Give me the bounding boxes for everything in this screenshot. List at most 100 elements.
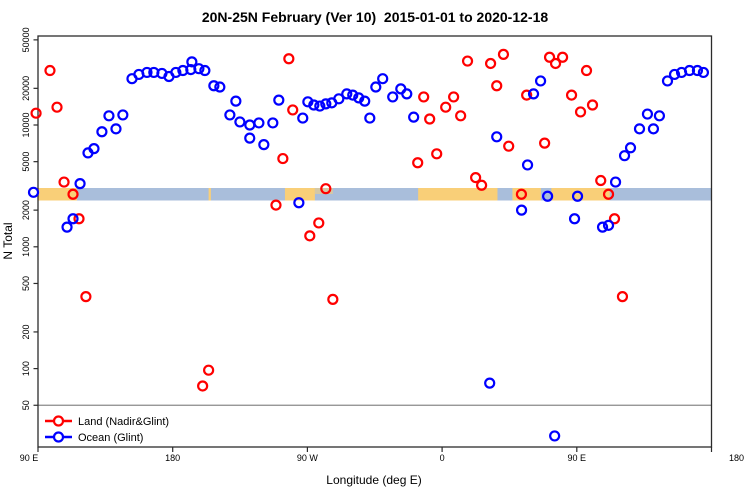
data-point-land bbox=[320, 183, 332, 195]
data-point-ocean bbox=[347, 89, 359, 101]
data-point-ocean bbox=[258, 139, 270, 151]
data-point-land bbox=[586, 99, 599, 111]
y-tick-label: 100 bbox=[21, 361, 31, 376]
data-point-land bbox=[58, 176, 70, 188]
data-point-ocean bbox=[341, 88, 353, 100]
data-point-land bbox=[543, 51, 556, 63]
data-point-ocean bbox=[624, 142, 637, 154]
data-point-land bbox=[565, 89, 578, 101]
data-point-ocean bbox=[244, 119, 256, 131]
x-tick-label: 90 W bbox=[297, 453, 319, 463]
data-point-land bbox=[270, 199, 282, 211]
land-marker-circle-icon bbox=[52, 415, 65, 427]
data-point-ocean bbox=[633, 123, 646, 135]
data-point-land bbox=[549, 57, 562, 70]
data-point-ocean bbox=[647, 123, 660, 135]
data-point-land bbox=[418, 91, 430, 103]
data-point-ocean bbox=[214, 81, 226, 93]
data-point-land bbox=[277, 152, 289, 165]
data-point-land bbox=[574, 106, 587, 118]
data-point-ocean bbox=[653, 110, 666, 122]
data-point-ocean bbox=[641, 108, 654, 120]
data-point-ocean bbox=[273, 94, 285, 106]
data-point-ocean bbox=[484, 377, 496, 389]
data-point-land bbox=[197, 380, 209, 392]
data-point-ocean bbox=[314, 100, 326, 112]
data-point-ocean bbox=[244, 132, 256, 144]
data-point-ocean bbox=[609, 176, 622, 188]
y-tick-label: 10000 bbox=[21, 112, 31, 137]
data-point-land bbox=[616, 291, 629, 303]
plot-box bbox=[37, 35, 713, 448]
data-point-ocean bbox=[370, 81, 382, 93]
data-point-ocean bbox=[267, 117, 279, 129]
data-point-ocean bbox=[302, 96, 314, 108]
data-point-ocean bbox=[117, 109, 129, 121]
data-point-land bbox=[491, 80, 503, 92]
data-point-ocean bbox=[193, 63, 205, 75]
data-point-ocean bbox=[141, 66, 153, 79]
y-tick-label: 500 bbox=[21, 276, 31, 291]
y-tick-label: 2000 bbox=[21, 200, 31, 220]
data-point-ocean bbox=[74, 178, 86, 190]
data-point-land bbox=[497, 48, 510, 60]
data-point-ocean bbox=[387, 91, 399, 103]
data-point-ocean bbox=[67, 213, 79, 225]
x-tick-label: 90 E bbox=[20, 453, 39, 463]
data-point-land bbox=[327, 293, 339, 305]
data-point-land bbox=[461, 55, 474, 67]
data-point-ocean bbox=[534, 75, 547, 87]
y-tick-label: 200 bbox=[21, 324, 31, 339]
data-point-ocean bbox=[521, 159, 534, 171]
data-point-ocean bbox=[61, 221, 73, 233]
data-point-ocean bbox=[297, 112, 309, 124]
data-point-ocean bbox=[234, 116, 246, 128]
data-point-ocean bbox=[515, 204, 528, 216]
data-point-land bbox=[515, 188, 528, 200]
data-point-land bbox=[44, 64, 56, 77]
data-point-ocean bbox=[697, 66, 710, 79]
ocean-marker-circle-icon bbox=[52, 431, 65, 443]
y-tick-label: 50000 bbox=[21, 27, 31, 52]
data-point-land bbox=[476, 179, 488, 191]
data-point-ocean bbox=[549, 430, 561, 442]
data-point-ocean bbox=[359, 95, 371, 107]
data-point-land bbox=[431, 148, 443, 160]
data-point-land bbox=[287, 104, 299, 116]
data-point-ocean bbox=[527, 88, 540, 100]
data-point-land bbox=[539, 137, 551, 149]
data-point-ocean bbox=[103, 110, 115, 122]
data-point-ocean bbox=[88, 143, 100, 155]
data-point-ocean bbox=[96, 126, 108, 138]
data-point-ocean bbox=[401, 88, 413, 100]
data-point-ocean bbox=[602, 219, 615, 231]
data-point-ocean bbox=[491, 131, 503, 143]
data-point-ocean bbox=[320, 98, 332, 110]
strip-land-segment bbox=[418, 188, 498, 201]
data-point-ocean bbox=[293, 197, 305, 209]
strip-land-segment bbox=[208, 188, 211, 201]
data-point-land bbox=[608, 213, 621, 225]
plot-area: 50000 20000 10000 5000 2000 1000 500 200 100 50 90… bbox=[20, 27, 744, 463]
data-point-ocean bbox=[27, 186, 40, 198]
data-point-ocean bbox=[568, 213, 581, 225]
data-point-ocean bbox=[170, 66, 182, 79]
x-axis-title: Longitude (deg E) bbox=[326, 473, 421, 487]
data-point-land bbox=[556, 51, 569, 63]
data-point-land bbox=[455, 110, 467, 122]
data-point-land bbox=[448, 91, 460, 103]
legend-item-ocean: Ocean (Glint) bbox=[45, 431, 143, 444]
data-point-ocean bbox=[333, 93, 345, 105]
x-tick-label: 180 bbox=[165, 453, 180, 463]
data-point-land bbox=[30, 107, 42, 119]
legend-label-ocean: Ocean (Glint) bbox=[78, 432, 143, 444]
data-point-land bbox=[51, 101, 63, 113]
data-point-ocean bbox=[364, 112, 376, 124]
x-tick-label: 0 bbox=[440, 453, 445, 463]
data-point-ocean bbox=[224, 109, 236, 121]
data-point-ocean bbox=[377, 73, 389, 85]
data-point-ocean bbox=[199, 64, 211, 77]
data-point-ocean bbox=[186, 56, 198, 68]
